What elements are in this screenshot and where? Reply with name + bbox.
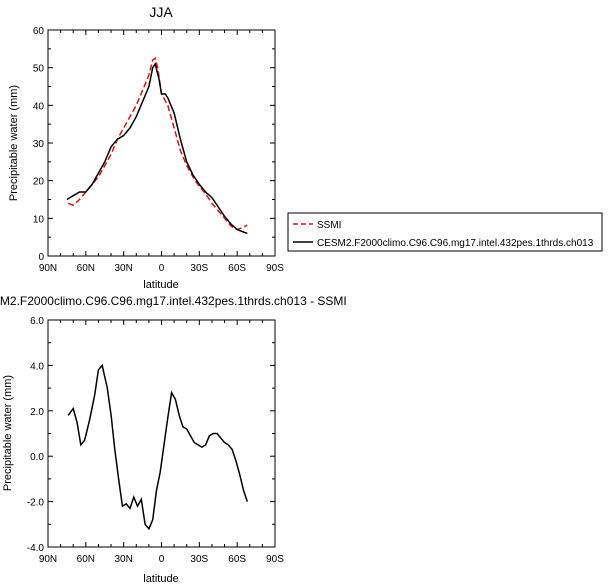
bottom-title: CESM2.F2000climo.C96.C96.mg17.intel.432p… [0, 294, 347, 308]
bottom-x-axis: 90N 60N 30N 0 30S 60S 90S [39, 320, 284, 565]
top-y-axis: 0 10 20 30 40 50 60 [33, 26, 275, 263]
top-xtick-label: 60S [228, 263, 246, 274]
legend-label-cesm2: CESM2.F2000climo.C96.C96.mg17.intel.432p… [317, 238, 594, 249]
bottom-xtick-label: 0 [159, 554, 165, 565]
bottom-xtick-label: 90N [39, 554, 57, 565]
legend: SSMI CESM2.F2000climo.C96.C96.mg17.intel… [287, 212, 603, 252]
top-title: JJA [149, 4, 173, 20]
top-ytick-label: 40 [33, 101, 45, 112]
legend-label-ssmi: SSMI [317, 220, 341, 231]
top-ytick-label: 50 [33, 64, 45, 75]
top-ytick-label: 30 [33, 139, 45, 150]
top-ytick-label: 0 [38, 252, 44, 263]
top-panel: JJA 0 10 20 30 40 50 60 90N 60N 30N 0 30S 60S 90S la… [8, 4, 284, 291]
top-xlabel: latitude [143, 279, 178, 291]
top-series-group [66, 57, 248, 235]
bottom-ytick-label: 4.0 [30, 361, 44, 372]
bottom-difference-line [67, 363, 249, 531]
top-ytick-label: 20 [33, 177, 45, 188]
bottom-xlabel: latitude [143, 573, 178, 585]
top-ytick-label: 60 [33, 26, 45, 37]
top-xtick-label: 90N [39, 263, 57, 274]
top-xtick-label: 0 [159, 263, 165, 274]
bottom-xtick-label: 90S [266, 554, 284, 565]
bottom-series-group [67, 363, 249, 531]
legend-box [287, 212, 603, 252]
bottom-panel: CESM2.F2000climo.C96.C96.mg17.intel.432p… [0, 294, 347, 585]
top-cesm2-line [66, 62, 248, 235]
top-xtick-label: 30S [190, 263, 208, 274]
bottom-xtick-label: 30S [190, 554, 208, 565]
bottom-ytick-label: -2.0 [27, 498, 45, 509]
bottom-ytick-label: -4.0 [27, 543, 45, 554]
top-x-axis: 90N 60N 30N 0 30S 60S 90S [39, 30, 284, 274]
bottom-xtick-label: 60S [228, 554, 246, 565]
bottom-ytick-label: 2.0 [30, 407, 44, 418]
top-plot-frame [47, 29, 276, 257]
bottom-ylabel: Precipitable water (mm) [2, 375, 14, 491]
bottom-ytick-label: 6.0 [30, 316, 44, 327]
top-ytick-label: 10 [33, 214, 45, 225]
bottom-xtick-label: 30N [114, 554, 132, 565]
top-ylabel: Precipitable water (mm) [8, 85, 20, 201]
bottom-plot-frame [47, 319, 276, 548]
bottom-ytick-label: 0.0 [30, 452, 44, 463]
top-ssmi-line [67, 57, 248, 231]
bottom-xtick-label: 60N [77, 554, 95, 565]
top-xtick-label: 30N [114, 263, 132, 274]
bottom-y-axis: -4.0 -2.0 0.0 2.0 4.0 6.0 [27, 316, 275, 554]
top-xtick-label: 90S [266, 263, 284, 274]
top-xtick-label: 60N [77, 263, 95, 274]
